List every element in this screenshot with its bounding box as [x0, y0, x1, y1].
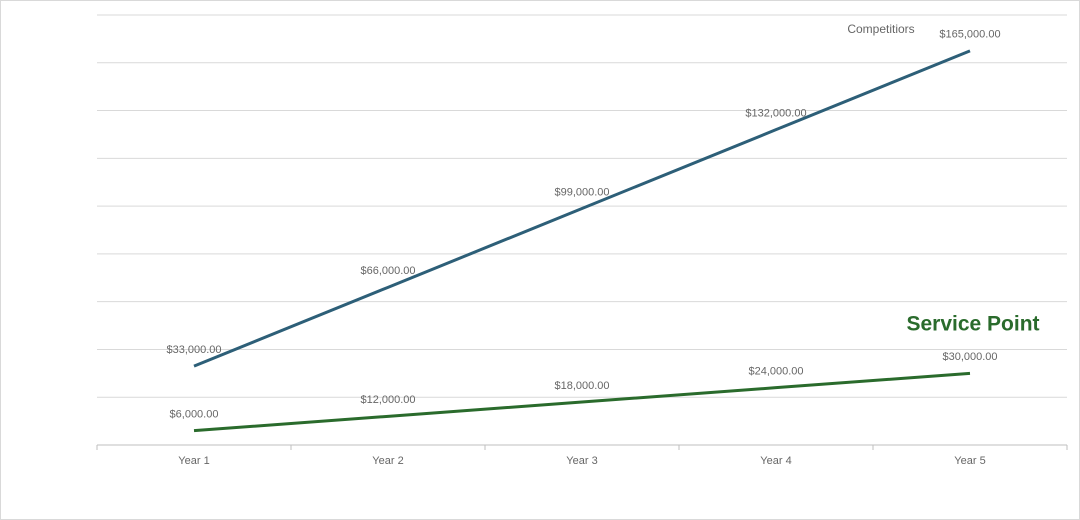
data-label: $66,000.00: [360, 265, 415, 277]
data-label: $165,000.00: [939, 29, 1000, 41]
x-tick-label: Year 3: [566, 455, 597, 467]
data-label: $132,000.00: [745, 108, 806, 120]
x-tick-label: Year 2: [372, 455, 403, 467]
data-label: $33,000.00: [166, 344, 221, 356]
data-label: $12,000.00: [360, 394, 415, 406]
series-label: Competitiors: [847, 22, 914, 36]
data-label: $6,000.00: [170, 409, 219, 421]
data-label: $18,000.00: [554, 380, 609, 392]
series-line: [193, 49, 971, 368]
series-line: [193, 371, 971, 433]
x-tick-label: Year 4: [760, 455, 791, 467]
data-label: $24,000.00: [748, 366, 803, 378]
x-tick-label: Year 5: [954, 455, 985, 467]
data-label: $30,000.00: [942, 351, 997, 363]
x-tick-label: Year 1: [178, 455, 209, 467]
series-label: Service Point: [906, 313, 1039, 336]
data-label: $99,000.00: [554, 186, 609, 198]
